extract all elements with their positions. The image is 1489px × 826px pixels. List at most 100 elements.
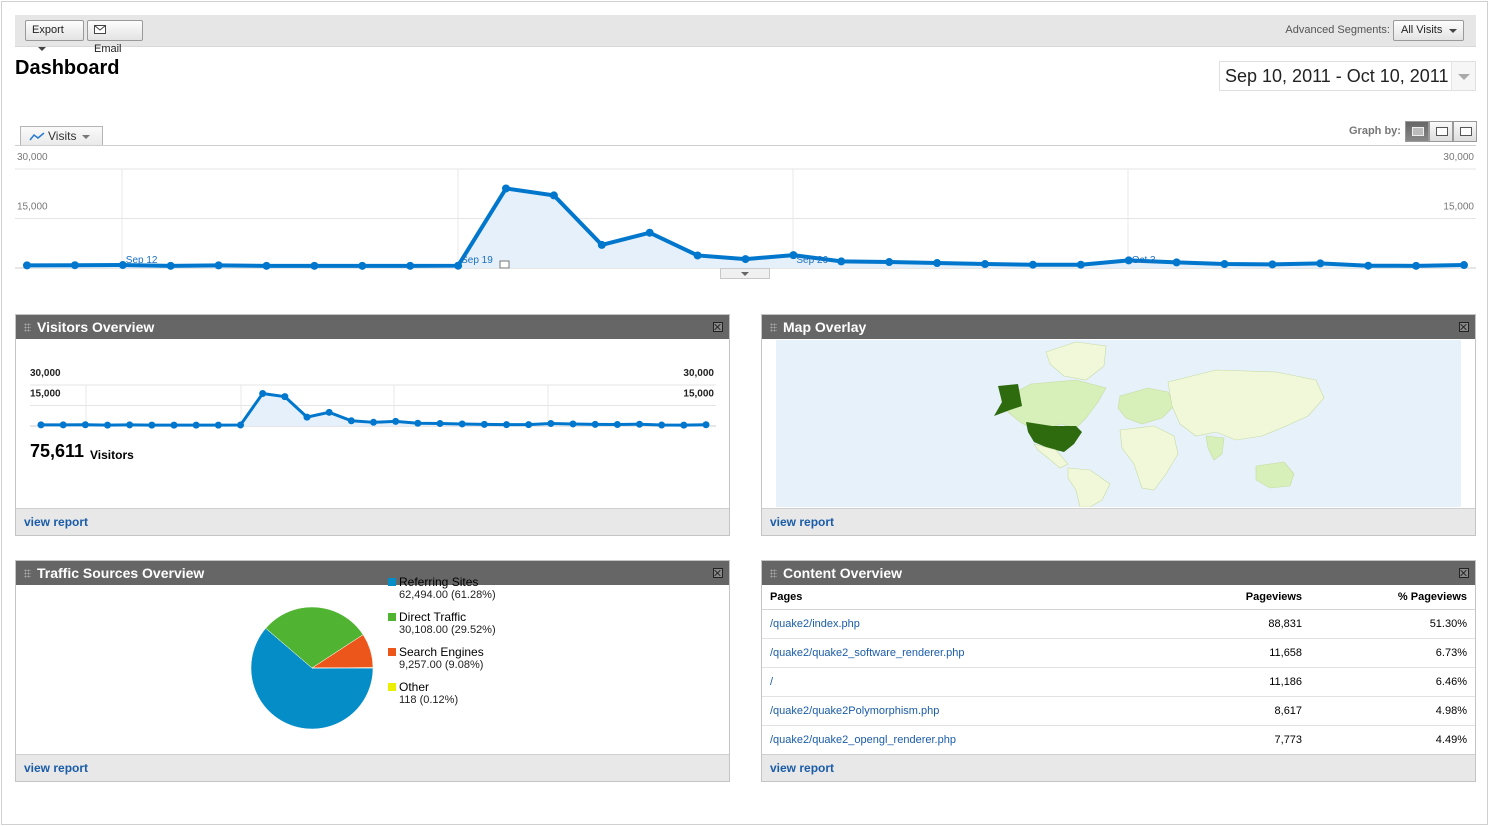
widget-header[interactable]: Traffic Sources Overview xyxy=(16,561,729,585)
pageviews-cell: 88,831 xyxy=(1169,609,1311,639)
column-header-pages[interactable]: Pages xyxy=(762,586,1170,610)
y-tick-label: 15,000 xyxy=(1443,202,1474,213)
toolbar: Export Email Advanced Segments: All Visi… xyxy=(15,15,1476,55)
close-icon[interactable] xyxy=(1459,322,1469,332)
close-icon[interactable] xyxy=(713,322,723,332)
data-point xyxy=(1268,260,1277,269)
legend-value: 30,108.00 (29.52%) xyxy=(399,624,496,636)
y-tick-label: 30,000 xyxy=(683,368,714,379)
legend-item: Other 118 (0.12%) xyxy=(388,680,496,715)
land-greenland xyxy=(1045,341,1107,381)
view-report-link[interactable]: view report xyxy=(762,754,1475,781)
data-point xyxy=(192,421,200,429)
pct-pageviews-cell: 51.30% xyxy=(1310,609,1475,639)
graph-by-week-button[interactable] xyxy=(1429,121,1453,142)
visitors-chart-svg[interactable]: 30,000 30,000 15,000 15,000 xyxy=(16,340,729,450)
widget-title: Map Overlay xyxy=(783,319,867,335)
page-title: Dashboard xyxy=(15,57,120,79)
envelope-icon xyxy=(94,25,106,34)
page-link[interactable]: / xyxy=(762,667,1170,697)
view-report-link[interactable]: view report xyxy=(762,508,1475,535)
view-report-link[interactable]: view report xyxy=(16,754,729,781)
line-chart-icon xyxy=(29,132,45,141)
pct-pageviews-cell: 4.49% xyxy=(1310,725,1475,755)
page-link[interactable]: /quake2/quake2_software_renderer.php xyxy=(762,638,1170,668)
data-point xyxy=(547,420,555,428)
column-header-pct-pageviews[interactable]: % Pageviews xyxy=(1310,586,1475,610)
close-icon[interactable] xyxy=(1459,568,1469,578)
traffic-pie-chart[interactable] xyxy=(242,598,382,738)
data-point xyxy=(680,421,688,429)
page-link[interactable]: /quake2/quake2_opengl_renderer.php xyxy=(762,725,1170,755)
view-report-link[interactable]: view report xyxy=(16,508,729,535)
world-map[interactable] xyxy=(776,340,1461,507)
visitors-total: 75,611 xyxy=(30,441,85,461)
data-point xyxy=(1028,260,1037,269)
y-tick-label: 15,000 xyxy=(17,202,48,213)
pct-pageviews-cell: 4.98% xyxy=(1310,696,1475,726)
data-point xyxy=(591,420,599,428)
data-point xyxy=(525,421,533,429)
data-point xyxy=(70,261,79,270)
widget-title: Traffic Sources Overview xyxy=(37,565,205,581)
metric-selector[interactable]: Visits xyxy=(20,126,103,146)
widget-header[interactable]: Visitors Overview xyxy=(16,315,729,339)
chevron-down-icon[interactable] xyxy=(1451,62,1475,90)
data-point xyxy=(549,191,558,200)
data-point xyxy=(170,421,178,429)
drag-grip-icon[interactable] xyxy=(770,323,777,332)
data-point xyxy=(126,421,134,429)
drag-grip-icon[interactable] xyxy=(770,569,777,578)
data-point xyxy=(358,261,367,270)
widget-header[interactable]: Map Overlay xyxy=(762,315,1475,339)
legend-value: 62,494.00 (61.28%) xyxy=(399,589,496,601)
chevron-down-icon xyxy=(38,47,46,52)
visitors-total-label: Visitors xyxy=(90,448,134,462)
x-tick-label: Sep 12 xyxy=(126,255,158,266)
data-point xyxy=(658,421,666,429)
data-point xyxy=(702,421,710,429)
visits-chart-svg[interactable]: 30,000 30,000 15,000 15,000 Sep 12 Sep 19 Sep … xyxy=(15,146,1476,272)
data-point xyxy=(741,255,750,264)
date-range-text: Sep 10, 2011 - Oct 10, 2011 xyxy=(1225,66,1449,86)
data-point xyxy=(237,421,244,429)
data-point xyxy=(933,259,942,268)
data-point xyxy=(325,408,333,416)
segments-select[interactable]: All Visits xyxy=(1393,20,1464,41)
drag-grip-icon[interactable] xyxy=(24,569,31,578)
data-point xyxy=(59,421,67,429)
land-asia xyxy=(1167,369,1325,441)
close-icon[interactable] xyxy=(713,568,723,578)
page-link[interactable]: /quake2/index.php xyxy=(762,609,1170,639)
data-point xyxy=(1412,261,1421,270)
land-africa xyxy=(1119,425,1179,491)
export-label: Export xyxy=(32,24,64,36)
data-point xyxy=(347,417,355,425)
content-overview-widget: Content Overview Pages Pageviews % Pagev… xyxy=(761,560,1476,782)
page-link[interactable]: /quake2/quake2Polymorphism.php xyxy=(762,696,1170,726)
data-point xyxy=(1124,256,1133,265)
y-tick-label: 30,000 xyxy=(30,368,61,379)
land-south-america xyxy=(1067,467,1111,507)
graph-collapse-handle[interactable] xyxy=(720,268,770,279)
table-row: /quake2/quake2_software_renderer.php 11,6… xyxy=(762,638,1475,668)
pie-slice xyxy=(250,627,374,730)
x-tick-label: Oct 3 xyxy=(1132,255,1156,266)
data-point xyxy=(370,418,377,426)
date-range-picker[interactable]: Sep 10, 2011 - Oct 10, 2011 xyxy=(1219,61,1476,91)
data-point xyxy=(104,421,111,429)
land-canada xyxy=(1000,379,1107,433)
pageviews-cell: 8,617 xyxy=(1169,696,1311,726)
column-header-pageviews[interactable]: Pageviews xyxy=(1169,586,1311,610)
data-point xyxy=(613,420,621,428)
widget-header[interactable]: Content Overview xyxy=(762,561,1475,585)
land-alaska xyxy=(994,384,1022,416)
email-button[interactable]: Email xyxy=(87,20,143,55)
legend-swatch xyxy=(388,578,396,586)
graph-by-day-button[interactable] xyxy=(1405,121,1429,142)
export-button[interactable]: Export xyxy=(25,20,84,52)
table-row: /11,186 6.46% xyxy=(762,667,1475,697)
data-point xyxy=(454,261,463,270)
drag-grip-icon[interactable] xyxy=(24,323,31,332)
graph-by-month-button[interactable] xyxy=(1453,121,1477,142)
